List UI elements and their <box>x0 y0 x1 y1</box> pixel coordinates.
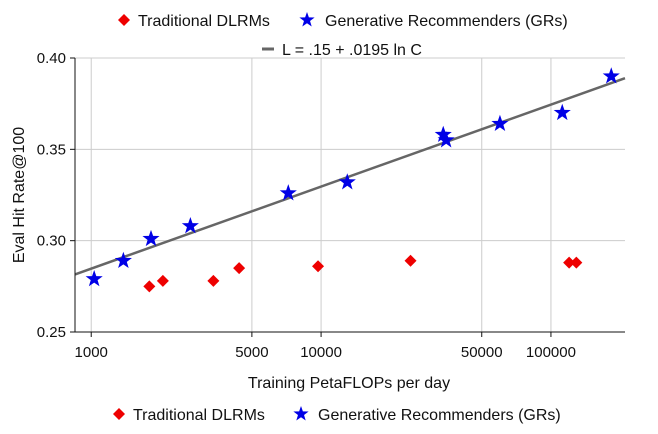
dlrm-point <box>156 274 169 287</box>
gr-point <box>602 67 620 84</box>
gr-point <box>491 114 509 132</box>
x-tick-label: 10000 <box>300 344 342 361</box>
legend-bottom-gr-label: Generative Recommenders (GRs) <box>318 407 561 424</box>
dlrm-point <box>563 256 576 269</box>
x-tick-label: 100000 <box>526 344 576 361</box>
legend-top-dlrm-label: Traditional DLRMs <box>138 13 270 30</box>
data-points <box>85 67 620 293</box>
x-tick-label: 1000 <box>75 344 108 361</box>
gr-point <box>181 217 199 234</box>
dlrm-point <box>404 254 417 267</box>
gr-point <box>553 103 571 121</box>
dlrm-point <box>143 280 156 293</box>
x-tick-label: 50000 <box>461 344 503 361</box>
legend-fit-line-label: L = .15 + .0195 ln C <box>282 42 422 59</box>
fit-line-group <box>74 76 626 276</box>
dlrm-point <box>207 274 220 287</box>
y-tick-label: 0.40 <box>37 50 66 67</box>
gr-point <box>279 184 297 201</box>
grid-lines <box>75 57 625 332</box>
x-axis-label: Training PetaFLOPs per day <box>248 375 450 392</box>
dlrm-point <box>570 256 583 269</box>
gr-point <box>338 173 356 190</box>
fit-line <box>74 76 626 276</box>
gr-point <box>434 125 452 142</box>
legend-top-dlrm-marker <box>118 14 130 26</box>
y-tick-label: 0.35 <box>37 141 66 158</box>
axes: 0.25 0.30 0.35 0.40 1000 5000 10000 50000 100000 <box>37 50 625 361</box>
y-tick-label: 0.25 <box>37 324 66 341</box>
legend-top-gr-label: Generative Recommenders (GRs) <box>325 13 568 30</box>
legend-bottom: Traditional DLRMs Generative Recommender… <box>113 406 561 424</box>
legend-bottom-dlrm-marker <box>113 408 125 420</box>
dlrm-point <box>312 260 325 273</box>
legend-bottom-gr-marker <box>293 406 309 421</box>
dlrm-point <box>233 262 246 275</box>
legend-bottom-dlrm-label: Traditional DLRMs <box>133 407 265 424</box>
y-tick-label: 0.30 <box>37 233 66 250</box>
legend-top-gr-marker <box>299 12 315 27</box>
gr-point <box>114 251 132 269</box>
legend-top: Traditional DLRMs Generative Recommender… <box>118 12 568 59</box>
x-tick-label: 5000 <box>235 344 268 361</box>
gr-point <box>85 270 103 287</box>
gr-point <box>142 229 160 247</box>
gr-point <box>437 131 455 148</box>
y-axis-label: Eval Hit Rate@100 <box>11 127 28 263</box>
